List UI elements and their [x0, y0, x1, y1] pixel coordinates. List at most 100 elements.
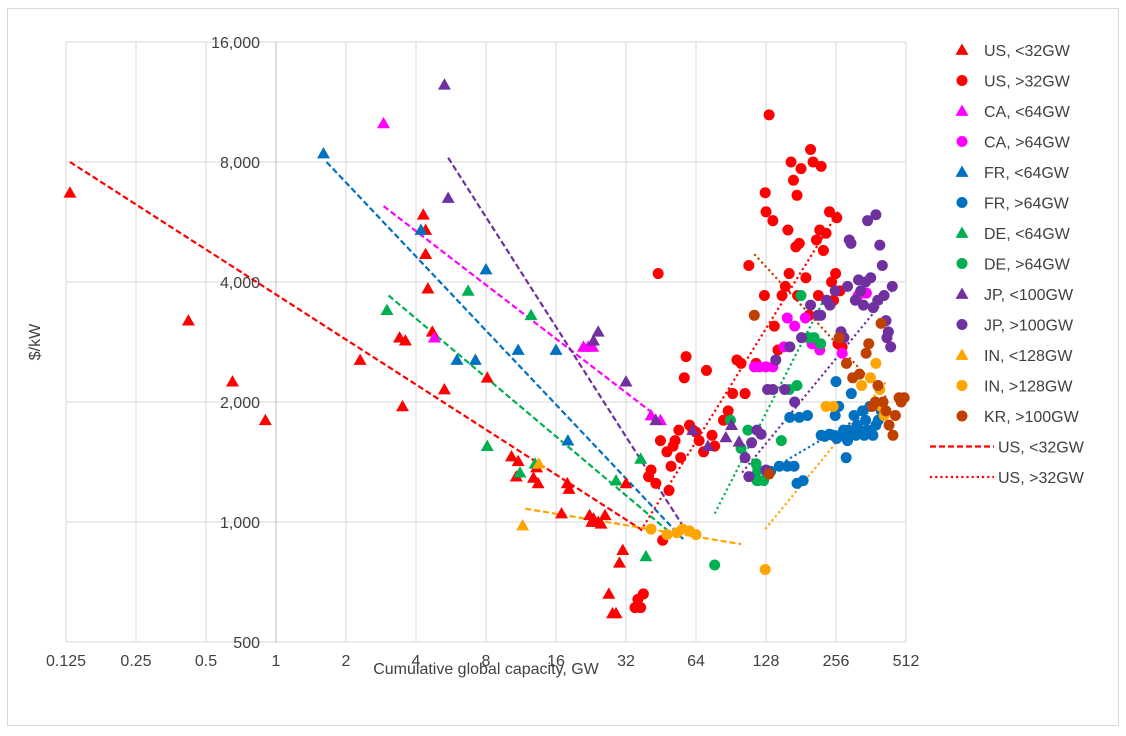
data-point: [872, 379, 884, 391]
y-axis-label: $/kW: [27, 323, 44, 360]
data-point: [787, 174, 799, 186]
data-point: [829, 285, 841, 297]
data-point: [849, 294, 861, 306]
x-tick-label: 64: [687, 653, 705, 670]
data-point: [609, 606, 623, 619]
legend-marker: [956, 197, 968, 208]
data-point: [807, 156, 819, 168]
data-point: [414, 223, 428, 235]
legend-label: CA, >64GW: [984, 135, 1071, 152]
data-point: [860, 414, 872, 426]
data-point: [842, 280, 854, 292]
data-point: [855, 285, 867, 297]
legend-marker: [955, 165, 969, 177]
data-point: [870, 209, 882, 221]
data-point: [619, 476, 633, 489]
y-axis-ticks: 500 1,000 2,000 4,000 8,000 16,000: [211, 35, 260, 652]
data-point: [398, 334, 412, 346]
data-point: [800, 272, 812, 284]
data-point: [743, 471, 755, 483]
x-tick-label: 2: [342, 653, 351, 670]
data-point: [742, 424, 754, 436]
data-point: [865, 272, 877, 284]
y-tick-label: 500: [233, 635, 260, 652]
y-tick-label: 8,000: [220, 155, 260, 172]
x-tick-label: 128: [753, 653, 780, 670]
data-point: [663, 484, 675, 496]
data-point: [857, 299, 869, 311]
data-point: [531, 476, 545, 489]
data-point: [612, 556, 626, 568]
trendline-1: [639, 211, 840, 532]
trendline-8: [741, 285, 897, 474]
data-point: [652, 268, 664, 280]
data-point: [845, 237, 857, 249]
data-point: [773, 460, 785, 472]
data-point: [812, 289, 824, 301]
x-tick-label: 512: [893, 653, 920, 670]
data-point: [795, 163, 807, 175]
data-point: [690, 529, 702, 541]
y-tick-label: 1,000: [220, 515, 260, 532]
data-point: [675, 452, 687, 464]
data-point: [532, 457, 546, 469]
data-point: [380, 303, 394, 316]
data-point: [848, 409, 860, 421]
data-point: [793, 237, 805, 249]
y-tick-label: 2,000: [220, 395, 260, 412]
legend: US, <32GW US, >32GW CA, <64GW CA, >64GW FR, …: [930, 43, 1085, 487]
legend-label: JP, >100GW: [984, 318, 1074, 335]
x-tick-label: 0.25: [120, 653, 151, 670]
data-point: [758, 289, 770, 301]
y-tick-label: 16,000: [211, 35, 260, 52]
data-point: [678, 372, 690, 384]
data-point: [732, 435, 746, 447]
data-point: [781, 312, 793, 324]
data-point: [680, 351, 692, 363]
data-point: [316, 147, 330, 159]
data-point: [739, 388, 751, 400]
data-point: [421, 282, 435, 294]
data-point: [516, 518, 530, 531]
data-point: [450, 353, 464, 365]
data-point: [480, 439, 494, 452]
legend-label: IN, <128GW: [984, 348, 1073, 365]
trendline-2: [382, 205, 657, 417]
data-point: [830, 376, 842, 388]
legend-marker: [956, 319, 968, 330]
data-point: [639, 549, 653, 562]
legend-marker: [955, 43, 969, 55]
data-point: [877, 396, 889, 408]
data-point: [760, 206, 772, 218]
data-point: [767, 215, 779, 227]
data-point: [727, 388, 739, 400]
x-tick-label: 8: [482, 653, 491, 670]
data-point: [735, 357, 747, 369]
data-point: [746, 437, 758, 449]
data-point: [602, 587, 616, 599]
data-point: [763, 109, 775, 121]
data-point: [609, 474, 623, 486]
data-point: [700, 364, 712, 376]
data-point: [427, 331, 441, 343]
data-point: [874, 239, 886, 251]
data-point: [645, 464, 657, 476]
legend-marker: [956, 380, 968, 391]
data-point: [513, 466, 527, 478]
legend-marker: [956, 410, 968, 422]
legend-label: KR, >100GW: [984, 409, 1080, 426]
data-point: [616, 543, 630, 556]
data-point: [759, 564, 771, 576]
data-point: [479, 262, 493, 275]
data-point: [591, 325, 605, 337]
data-point: [258, 413, 272, 426]
x-tick-label: 0.5: [195, 653, 217, 670]
data-point: [875, 317, 887, 329]
x-axis-ticks: 0.125 0.25 0.5 1 2 4 8 16 32 64 128 256 512: [46, 653, 919, 670]
x-tick-label: 4: [412, 653, 421, 670]
x-tick-label: 32: [617, 653, 635, 670]
data-point: [815, 338, 827, 350]
data-point: [763, 468, 775, 480]
data-point: [686, 423, 700, 436]
data-point: [886, 280, 898, 292]
